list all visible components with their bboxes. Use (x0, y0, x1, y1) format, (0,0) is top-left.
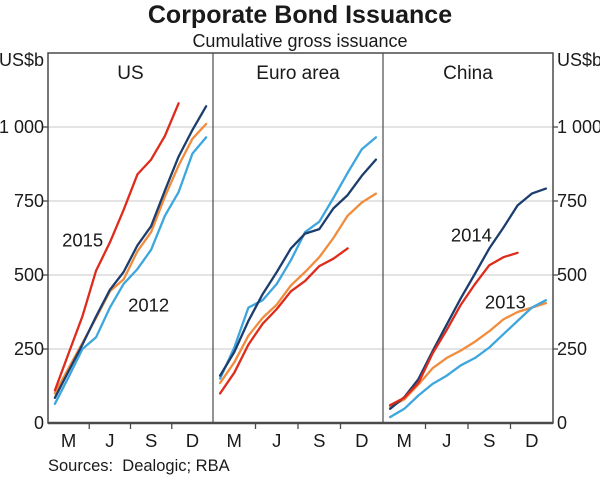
chart-title: Corporate Bond Issuance (147, 1, 453, 29)
y-axis-unit-left: US$b (0, 50, 44, 70)
y-tick-label-left: 500 (14, 265, 44, 285)
series-line-us-2012 (53, 136, 208, 405)
series-label-2014: 2014 (451, 225, 492, 246)
series-line-china-2013 (388, 301, 548, 408)
series-line-euro-area-2012 (218, 136, 378, 380)
series-label-2015: 2015 (62, 230, 103, 251)
x-tick-label: S (483, 430, 495, 451)
x-tick-label: M (227, 430, 242, 451)
y-tick-label-left: 1 000 (0, 117, 44, 137)
x-tick-label: D (525, 430, 538, 451)
y-tick-label-right: 0 (557, 413, 567, 433)
series-label-2013: 2013 (485, 291, 526, 312)
series-line-euro-area-2015 (218, 247, 349, 395)
panel-title-us: US (117, 63, 143, 84)
x-tick-label: D (355, 430, 368, 451)
series-line-euro-area-2014 (218, 158, 378, 377)
x-tick-label: J (272, 430, 281, 451)
panel-title-china: China (443, 63, 493, 84)
y-tick-label-right: 250 (557, 339, 587, 359)
series-line-us-2014 (53, 105, 208, 399)
series-line-china-2014 (388, 187, 548, 410)
x-tick-label: M (61, 430, 76, 451)
y-tick-label-right: 500 (557, 265, 587, 285)
x-tick-label: M (397, 430, 412, 451)
sources-note: Sources: Dealogic; RBA (48, 457, 230, 475)
panel-title-euro-area: Euro area (256, 63, 340, 84)
x-tick-label: D (186, 430, 199, 451)
x-tick-label: J (442, 430, 451, 451)
y-tick-label-left: 0 (34, 413, 44, 433)
y-tick-label-right: 1 000 (557, 117, 600, 137)
series-line-china-2012 (388, 299, 548, 419)
x-tick-label: S (145, 430, 157, 451)
series-line-euro-area-2013 (218, 192, 378, 385)
series-label-2012: 2012 (128, 294, 169, 315)
series-line-us-2015 (53, 102, 180, 392)
y-tick-label-right: 750 (557, 191, 587, 211)
chart-subtitle: Cumulative gross issuance (192, 31, 408, 51)
series-line-china-2015 (388, 251, 519, 407)
y-axis-unit-right: US$b (557, 50, 600, 70)
y-tick-label-left: 750 (14, 191, 44, 211)
y-tick-label-left: 250 (14, 339, 44, 359)
x-tick-label: S (313, 430, 325, 451)
x-tick-label: J (105, 430, 114, 451)
